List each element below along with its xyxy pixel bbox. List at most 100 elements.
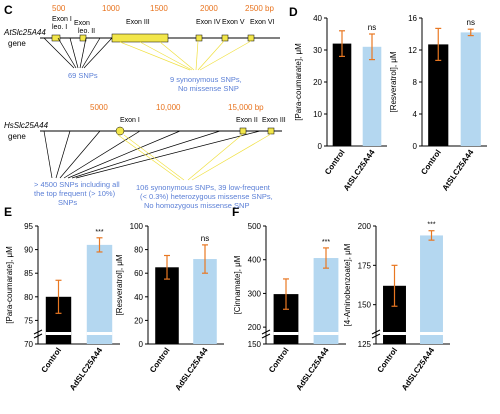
y-tick-label: 125 — [358, 340, 372, 349]
x-category-label: Control — [375, 346, 399, 374]
exon-at-6 — [247, 34, 255, 42]
x-category-label: AdSLC25A44 — [400, 346, 437, 393]
y-tick-label: 4 — [413, 110, 418, 119]
x-category-label: Control — [267, 346, 291, 374]
exon-label-at-4: leo. II — [78, 28, 95, 35]
exon-at-5 — [221, 34, 229, 42]
y-tick-label: 175 — [358, 261, 372, 270]
x-category-label: AdSLC25A44 — [68, 346, 105, 393]
axis-break-mark — [261, 329, 271, 335]
exon-label-at-1: Exon I — [52, 16, 72, 23]
gene-name-at: AtSlc25A44 — [3, 28, 46, 37]
bar-treatment — [313, 258, 339, 344]
axis-break-mark — [261, 333, 271, 339]
exon-at-4 — [195, 34, 203, 42]
bar-control — [428, 44, 449, 146]
chart-para-coumarate-d: 0 10 20 30 40 [Para-coumarate], μM Control ns At… — [294, 14, 387, 192]
syn-label-hs-3: No homozygous missense SNP — [144, 201, 249, 210]
significance-label: *** — [427, 222, 435, 229]
significance-label: ns — [467, 18, 475, 27]
bar-break-gap — [420, 332, 443, 335]
x-category-label: AdSLC25A44 — [294, 346, 331, 393]
ruler-tick-at-3: 1500 — [150, 4, 168, 13]
axis-break-mark — [371, 333, 381, 339]
significance-label: ns — [368, 23, 376, 32]
y-axis-label: [Resveratrol], μM — [389, 51, 398, 112]
bar-break-gap — [273, 332, 299, 335]
y-tick-label: 500 — [248, 222, 262, 231]
y-axis-label: [Para-coumarate], μM — [294, 43, 303, 121]
ruler-tick-at-5: 2500 bp — [245, 4, 274, 13]
y-axis-label: [Para-coumarate], μM — [5, 246, 14, 324]
y-tick-label: 60 — [134, 269, 143, 278]
y-tick-label: 20 — [134, 316, 143, 325]
y-tick-label: 100 — [130, 222, 144, 231]
y-tick-label: 40 — [134, 293, 143, 302]
axis-break-mark — [371, 329, 381, 335]
gene-word-at: gene — [8, 39, 26, 48]
bar-treatment — [420, 235, 443, 344]
y-tick-label: 16 — [408, 14, 417, 23]
x-category-label: AtSLC25A44 — [440, 148, 475, 193]
snp-lines-at-yellow — [119, 40, 252, 71]
gene-name-hs: HsSlc25A44 — [4, 121, 49, 130]
y-tick-label: 0 — [413, 142, 418, 151]
y-tick-label: 10 — [313, 110, 322, 119]
exon-label-at-3: Exon — [74, 20, 90, 27]
significance-label: ns — [201, 234, 209, 243]
y-tick-label: 400 — [248, 256, 262, 265]
significance-label: *** — [95, 229, 103, 236]
exon-at-2 — [79, 34, 87, 42]
y-tick-label: 90 — [24, 246, 33, 255]
snp-count-hs-1: > 4500 SNPs including all — [34, 180, 120, 189]
exon-hs-1 — [115, 126, 125, 136]
x-category-label: Control — [39, 346, 63, 374]
y-tick-label: 20 — [313, 78, 322, 87]
bar-control — [383, 285, 406, 344]
y-tick-label: 95 — [24, 222, 33, 231]
chart-para-coumarate-e: 70 75 80 85 90 95 [Para-coumarate], μM Control *… — [5, 222, 120, 392]
gene-diagram-at: 500 1000 1500 2000 2500 bp Exon I leo. I… — [3, 4, 280, 93]
exon-hs-2 — [239, 127, 247, 135]
exon-label-hs-2: Exon II — [236, 117, 258, 124]
chart-aminobenzoate-f: 125 150 175 200 [4-Aminobenzoate], μM Control… — [343, 222, 450, 393]
exon-label-hs-3: Exon III — [262, 117, 286, 124]
snp-count-hs-2: the top frequent (> 10%) — [34, 189, 116, 198]
axis-break-mark — [33, 333, 43, 339]
chart-cinnamate-f: 150 200 300 400 500 [Cinnamate], μM Control ***… — [233, 222, 346, 392]
y-axis-label: [Resveratrol], μM — [115, 254, 124, 315]
y-tick-label: 150 — [358, 301, 372, 310]
y-tick-label: 75 — [24, 316, 33, 325]
syn-label-at-2: No missense SNP — [178, 84, 239, 93]
syn-label-hs-1: 106 synonymous SNPs, 39 low-frequent — [136, 183, 271, 192]
exon-label-at-7: Exon V — [222, 19, 245, 26]
significance-label: *** — [322, 239, 330, 246]
bar-treatment — [460, 32, 481, 146]
bar-break-gap — [86, 332, 113, 335]
bar-treatment — [362, 46, 382, 146]
x-category-label: Control — [419, 148, 443, 176]
ruler-tick-at-4: 2000 — [200, 4, 218, 13]
panel-letter-f: F — [232, 205, 239, 219]
exon-label-at-2: leo. I — [52, 24, 67, 31]
exon-at-1 — [51, 34, 61, 42]
exon-hs-3 — [267, 127, 275, 135]
ruler-tick-at-1: 500 — [52, 4, 66, 13]
x-category-label: AtSLC25A44 — [342, 148, 377, 193]
exon-at-3 — [111, 33, 169, 43]
snp-count-at: 69 SNPs — [68, 71, 98, 80]
panel-letter-d: D — [289, 5, 298, 19]
ruler-tick-hs-1: 5000 — [90, 103, 108, 112]
gene-word-hs: gene — [8, 132, 26, 141]
exon-label-hs-1: Exon I — [120, 117, 140, 124]
y-axis-label: [4-Aminobenzoate], μM — [343, 243, 352, 326]
ruler-tick-hs-2: 10,000 — [156, 103, 181, 112]
bar-break-gap — [45, 332, 72, 335]
syn-label-hs-2: (< 0.3%) heterozygous missense SNPs, — [140, 192, 273, 201]
x-category-label: AdSLC25A44 — [173, 346, 210, 393]
y-axis-label: [Cinnamate], μM — [233, 255, 242, 314]
bar-control — [332, 43, 352, 146]
y-tick-label: 80 — [24, 293, 33, 302]
bar-control — [155, 267, 179, 344]
